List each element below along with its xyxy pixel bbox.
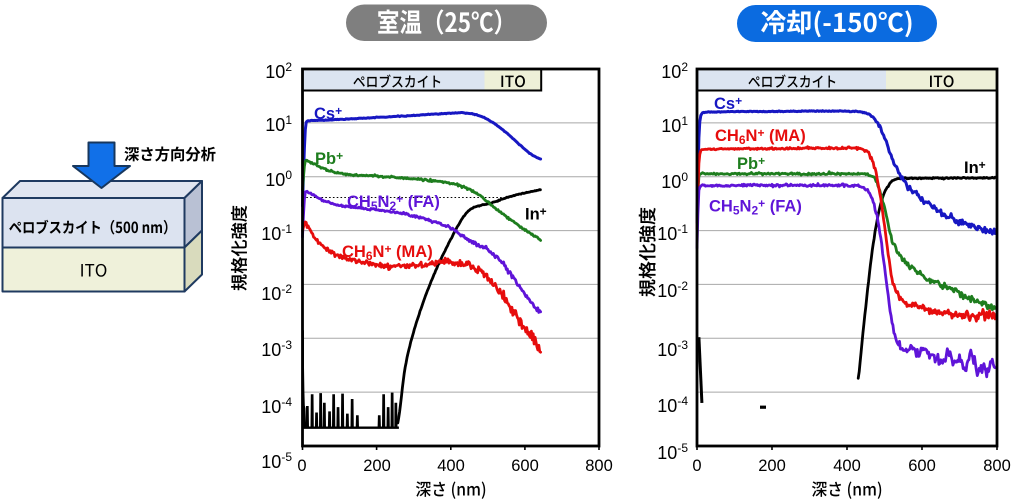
svg-text:800: 800: [983, 457, 1011, 475]
svg-text:400: 400: [437, 457, 465, 475]
svg-text:0: 0: [692, 457, 701, 475]
svg-text:In+: In+: [964, 158, 986, 177]
svg-text:600: 600: [908, 457, 936, 475]
svg-text:0: 0: [297, 457, 306, 475]
svg-text:Pb+: Pb+: [315, 149, 343, 168]
svg-text:Cs+: Cs+: [314, 104, 342, 123]
svg-text:CH5N2+ (FA): CH5N2+ (FA): [347, 192, 440, 213]
svg-text:800: 800: [585, 457, 613, 475]
svg-text:CH6N+ (MA): CH6N+ (MA): [715, 126, 806, 147]
svg-text:400: 400: [833, 457, 861, 475]
svg-text:200: 200: [363, 457, 391, 475]
svg-text:Cs+: Cs+: [714, 94, 742, 113]
svg-text:In+: In+: [525, 205, 547, 224]
svg-text:600: 600: [511, 457, 539, 475]
svg-text:200: 200: [758, 457, 786, 475]
svg-text:CH5N2+ (FA): CH5N2+ (FA): [709, 197, 802, 218]
svg-text:CH6N+ (MA): CH6N+ (MA): [342, 242, 433, 263]
svg-text:Pb+: Pb+: [737, 154, 765, 173]
